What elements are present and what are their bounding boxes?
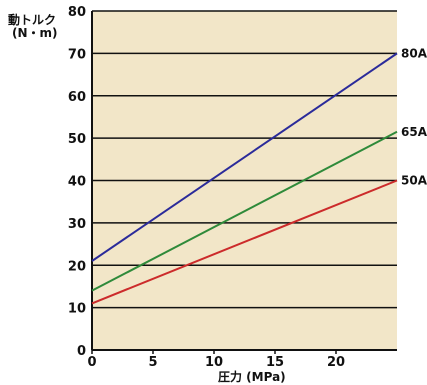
y-axis-ticks: 0 10 20 30 40 50 60 70 80 [68,5,86,359]
series-labels: 80A 65A 50A [401,46,427,187]
y-tick-label: 20 [68,259,86,274]
y-tick-label: 50 [68,132,86,147]
y-axis-label-line1: 動トルク [8,12,56,27]
x-axis-label: 圧力 (MPa) [218,369,286,384]
y-tick-label: 30 [68,217,86,232]
y-tick-label: 40 [68,175,86,190]
series-label-65A: 65A [401,125,427,139]
series-lines [91,52,398,305]
grid-lines [91,10,397,351]
x-axis-ticks: 0 5 10 15 20 [87,350,345,370]
y-axis-label-line2: (N・m) [12,26,58,40]
y-tick-label: 60 [68,90,86,105]
y-tick-label: 80 [68,5,86,20]
series-label-80A: 80A [401,46,427,60]
x-tick-label: 15 [266,355,284,370]
y-tick-label: 70 [68,47,86,62]
series-line-50A [91,179,398,305]
x-tick-label: 5 [148,355,157,370]
x-tick-label: 20 [327,355,345,370]
y-tick-label: 0 [77,344,86,359]
x-tick-label: 0 [87,355,96,370]
series-line-80A [91,52,398,262]
y-tick-label: 10 [68,302,86,317]
series-line-65A [91,130,398,292]
series-label-50A: 50A [401,174,427,188]
x-tick-label: 10 [205,355,223,370]
